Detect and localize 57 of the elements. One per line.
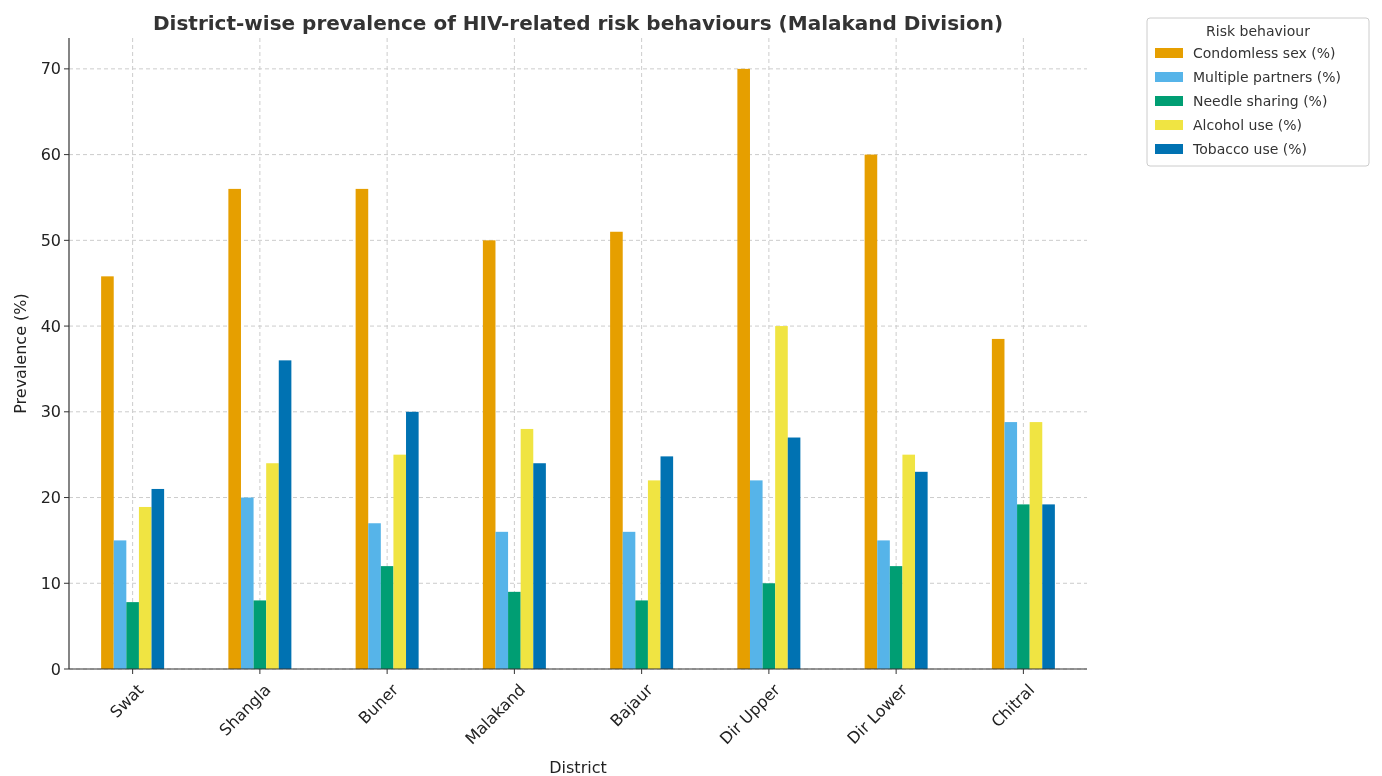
bar xyxy=(787,437,801,669)
y-tick-label: 60 xyxy=(40,145,61,165)
bar xyxy=(915,471,928,669)
y-tick-label: 20 xyxy=(40,488,61,508)
y-tick-label: 70 xyxy=(40,59,61,79)
bar xyxy=(406,411,419,669)
bar xyxy=(520,428,534,669)
bar xyxy=(151,488,165,669)
x-axis-title: District xyxy=(549,758,607,776)
bar xyxy=(902,454,916,669)
bar xyxy=(126,602,139,669)
bar xyxy=(138,506,152,669)
bar xyxy=(495,531,509,669)
bar xyxy=(380,566,394,669)
bar xyxy=(610,231,623,669)
bar xyxy=(113,540,127,669)
legend-title: Risk behaviour xyxy=(1206,23,1311,39)
bar xyxy=(266,463,279,669)
bar xyxy=(101,276,114,669)
bar xyxy=(737,68,750,669)
bar xyxy=(864,154,878,669)
bar xyxy=(775,326,788,669)
bar xyxy=(228,188,241,669)
bar xyxy=(1017,504,1030,669)
y-axis-title: Prevalence (%) xyxy=(11,293,30,414)
bar xyxy=(991,338,1005,669)
bar xyxy=(278,360,292,669)
bar xyxy=(749,480,763,669)
y-tick-label: 40 xyxy=(40,316,61,336)
bar xyxy=(368,523,381,669)
y-tick-label: 50 xyxy=(40,230,61,250)
bar xyxy=(762,583,776,669)
legend-label: Alcohol use (%) xyxy=(1193,116,1302,133)
chart-title: District-wise prevalence of HIV-related risk behaviours (Malakand Division) xyxy=(152,11,1004,35)
bar xyxy=(647,480,661,669)
bar xyxy=(622,531,636,669)
legend-label: Condomless sex (%) xyxy=(1193,44,1336,61)
bar xyxy=(1029,422,1043,669)
bar xyxy=(889,566,903,669)
bar xyxy=(533,463,546,669)
y-tick-label: 0 xyxy=(50,659,61,679)
y-tick-label: 10 xyxy=(40,573,61,593)
bar xyxy=(877,540,890,669)
bar xyxy=(355,188,369,669)
bar xyxy=(1042,504,1055,669)
bar xyxy=(393,454,407,669)
bar xyxy=(253,600,267,669)
legend-label: Needle sharing (%) xyxy=(1193,92,1328,109)
legend-label: Multiple partners (%) xyxy=(1193,68,1341,85)
bar xyxy=(508,591,521,669)
bar xyxy=(1004,422,1018,669)
bar xyxy=(482,240,496,669)
bar xyxy=(660,456,674,669)
bar xyxy=(240,497,254,669)
y-tick-label: 30 xyxy=(40,402,61,422)
bar xyxy=(635,600,648,669)
legend-label: Tobacco use (%) xyxy=(1192,140,1308,157)
